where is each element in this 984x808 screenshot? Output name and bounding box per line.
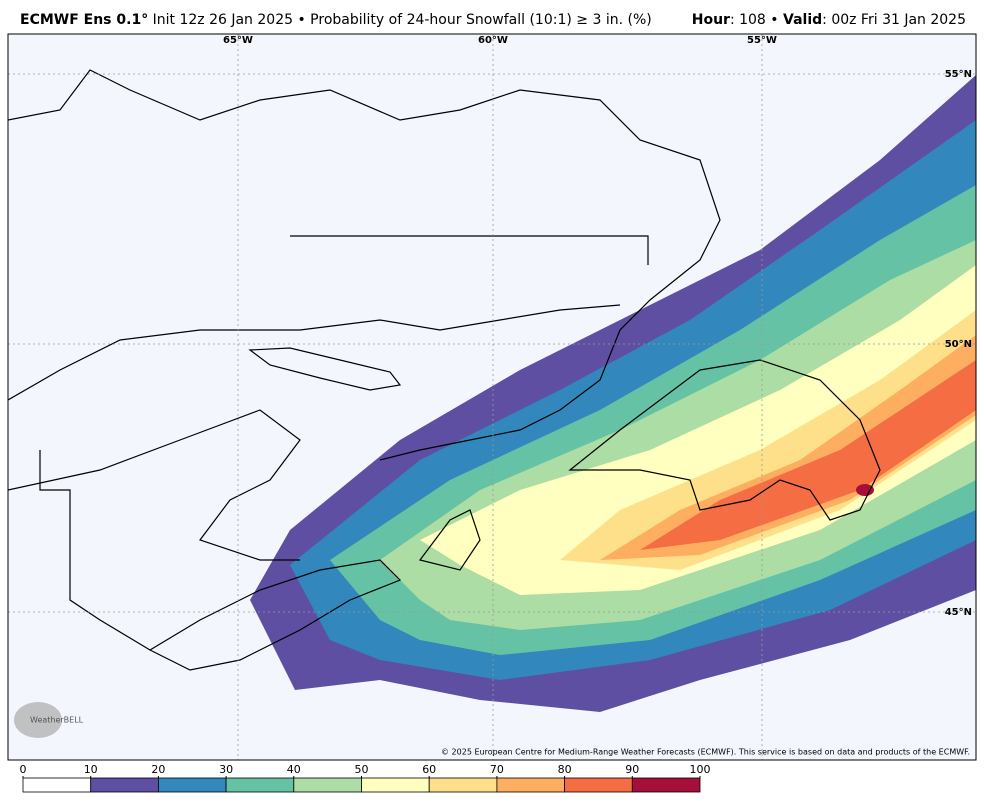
valid-label: Valid xyxy=(783,12,822,28)
gaspe-nb xyxy=(8,409,301,561)
hour-value: : 108 • xyxy=(730,12,779,28)
lon-label: 65°W xyxy=(223,35,253,46)
colorbar-segment xyxy=(428,777,498,793)
graticule: 65°W 60°W 55°W 55°N 50°N 45°N xyxy=(8,34,976,760)
copyright: © 2025 European Centre for Medium-Range … xyxy=(441,748,970,757)
band-50 xyxy=(420,265,976,595)
colorbar-label: 70 xyxy=(490,763,504,776)
lon-label: 60°W xyxy=(478,35,508,46)
valid-value: : 00z Fri 31 Jan 2025 xyxy=(822,12,966,28)
band-80 xyxy=(640,360,976,550)
hour-label: Hour xyxy=(692,12,730,28)
header-left: ECMWF Ens 0.1° Init 12z 26 Jan 2025 • Pr… xyxy=(20,12,652,28)
logo: WeatherBELL xyxy=(30,716,84,725)
nova-scotia xyxy=(148,559,402,671)
colorbar-label: 80 xyxy=(558,763,572,776)
colorbar-segment xyxy=(631,777,701,793)
colorbar-segment xyxy=(293,777,362,793)
map-frame xyxy=(7,33,977,761)
anticosti xyxy=(248,347,402,391)
newfoundland xyxy=(568,359,881,521)
colorbar-segment xyxy=(22,777,92,793)
colorbar-segment xyxy=(225,777,295,793)
colorbar-label: 30 xyxy=(219,763,233,776)
colorbar-segment xyxy=(157,777,227,793)
maine-border xyxy=(39,450,151,651)
snow-field xyxy=(250,75,976,712)
colorbar-segment xyxy=(564,777,633,793)
colorbar-label: 90 xyxy=(625,763,639,776)
labrador-quebec-coast xyxy=(8,69,721,461)
colorbar-segment xyxy=(496,777,565,793)
band-60 xyxy=(560,310,976,570)
colorbar-segment xyxy=(90,777,159,793)
coastlines xyxy=(8,69,881,671)
colorbar: 0 10 20 30 40 50 60 70 80 90 100 xyxy=(20,763,711,793)
lat-label: 55°N xyxy=(945,69,972,80)
colorbar-label: 40 xyxy=(287,763,301,776)
lon-label: 55°W xyxy=(747,35,777,46)
colorbar-segment xyxy=(361,777,430,793)
model: ECMWF Ens 0.1° xyxy=(20,12,148,28)
colorbar-label: 0 xyxy=(20,763,27,776)
colorbar-label: 10 xyxy=(84,763,98,776)
colorbar-label: 60 xyxy=(422,763,436,776)
lat-label: 45°N xyxy=(945,607,972,618)
map: 65°W 60°W 55°W 55°N 50°N 45°N © 2025 European… xyxy=(7,33,977,761)
cape-breton xyxy=(418,509,481,571)
init: Init 12z 26 Jan 2025 • Probability of 24… xyxy=(153,12,652,28)
lat-label: 50°N xyxy=(945,339,972,350)
north-shore xyxy=(8,304,621,401)
colorbar-label: 20 xyxy=(151,763,165,776)
border xyxy=(290,235,649,265)
logo-icon xyxy=(14,702,62,738)
band-90 xyxy=(856,484,874,496)
colorbar-label: 50 xyxy=(355,763,369,776)
colorbar-label: 100 xyxy=(690,763,711,776)
header-right: Hour: 108 • Valid: 00z Fri 31 Jan 2025 xyxy=(692,12,966,28)
